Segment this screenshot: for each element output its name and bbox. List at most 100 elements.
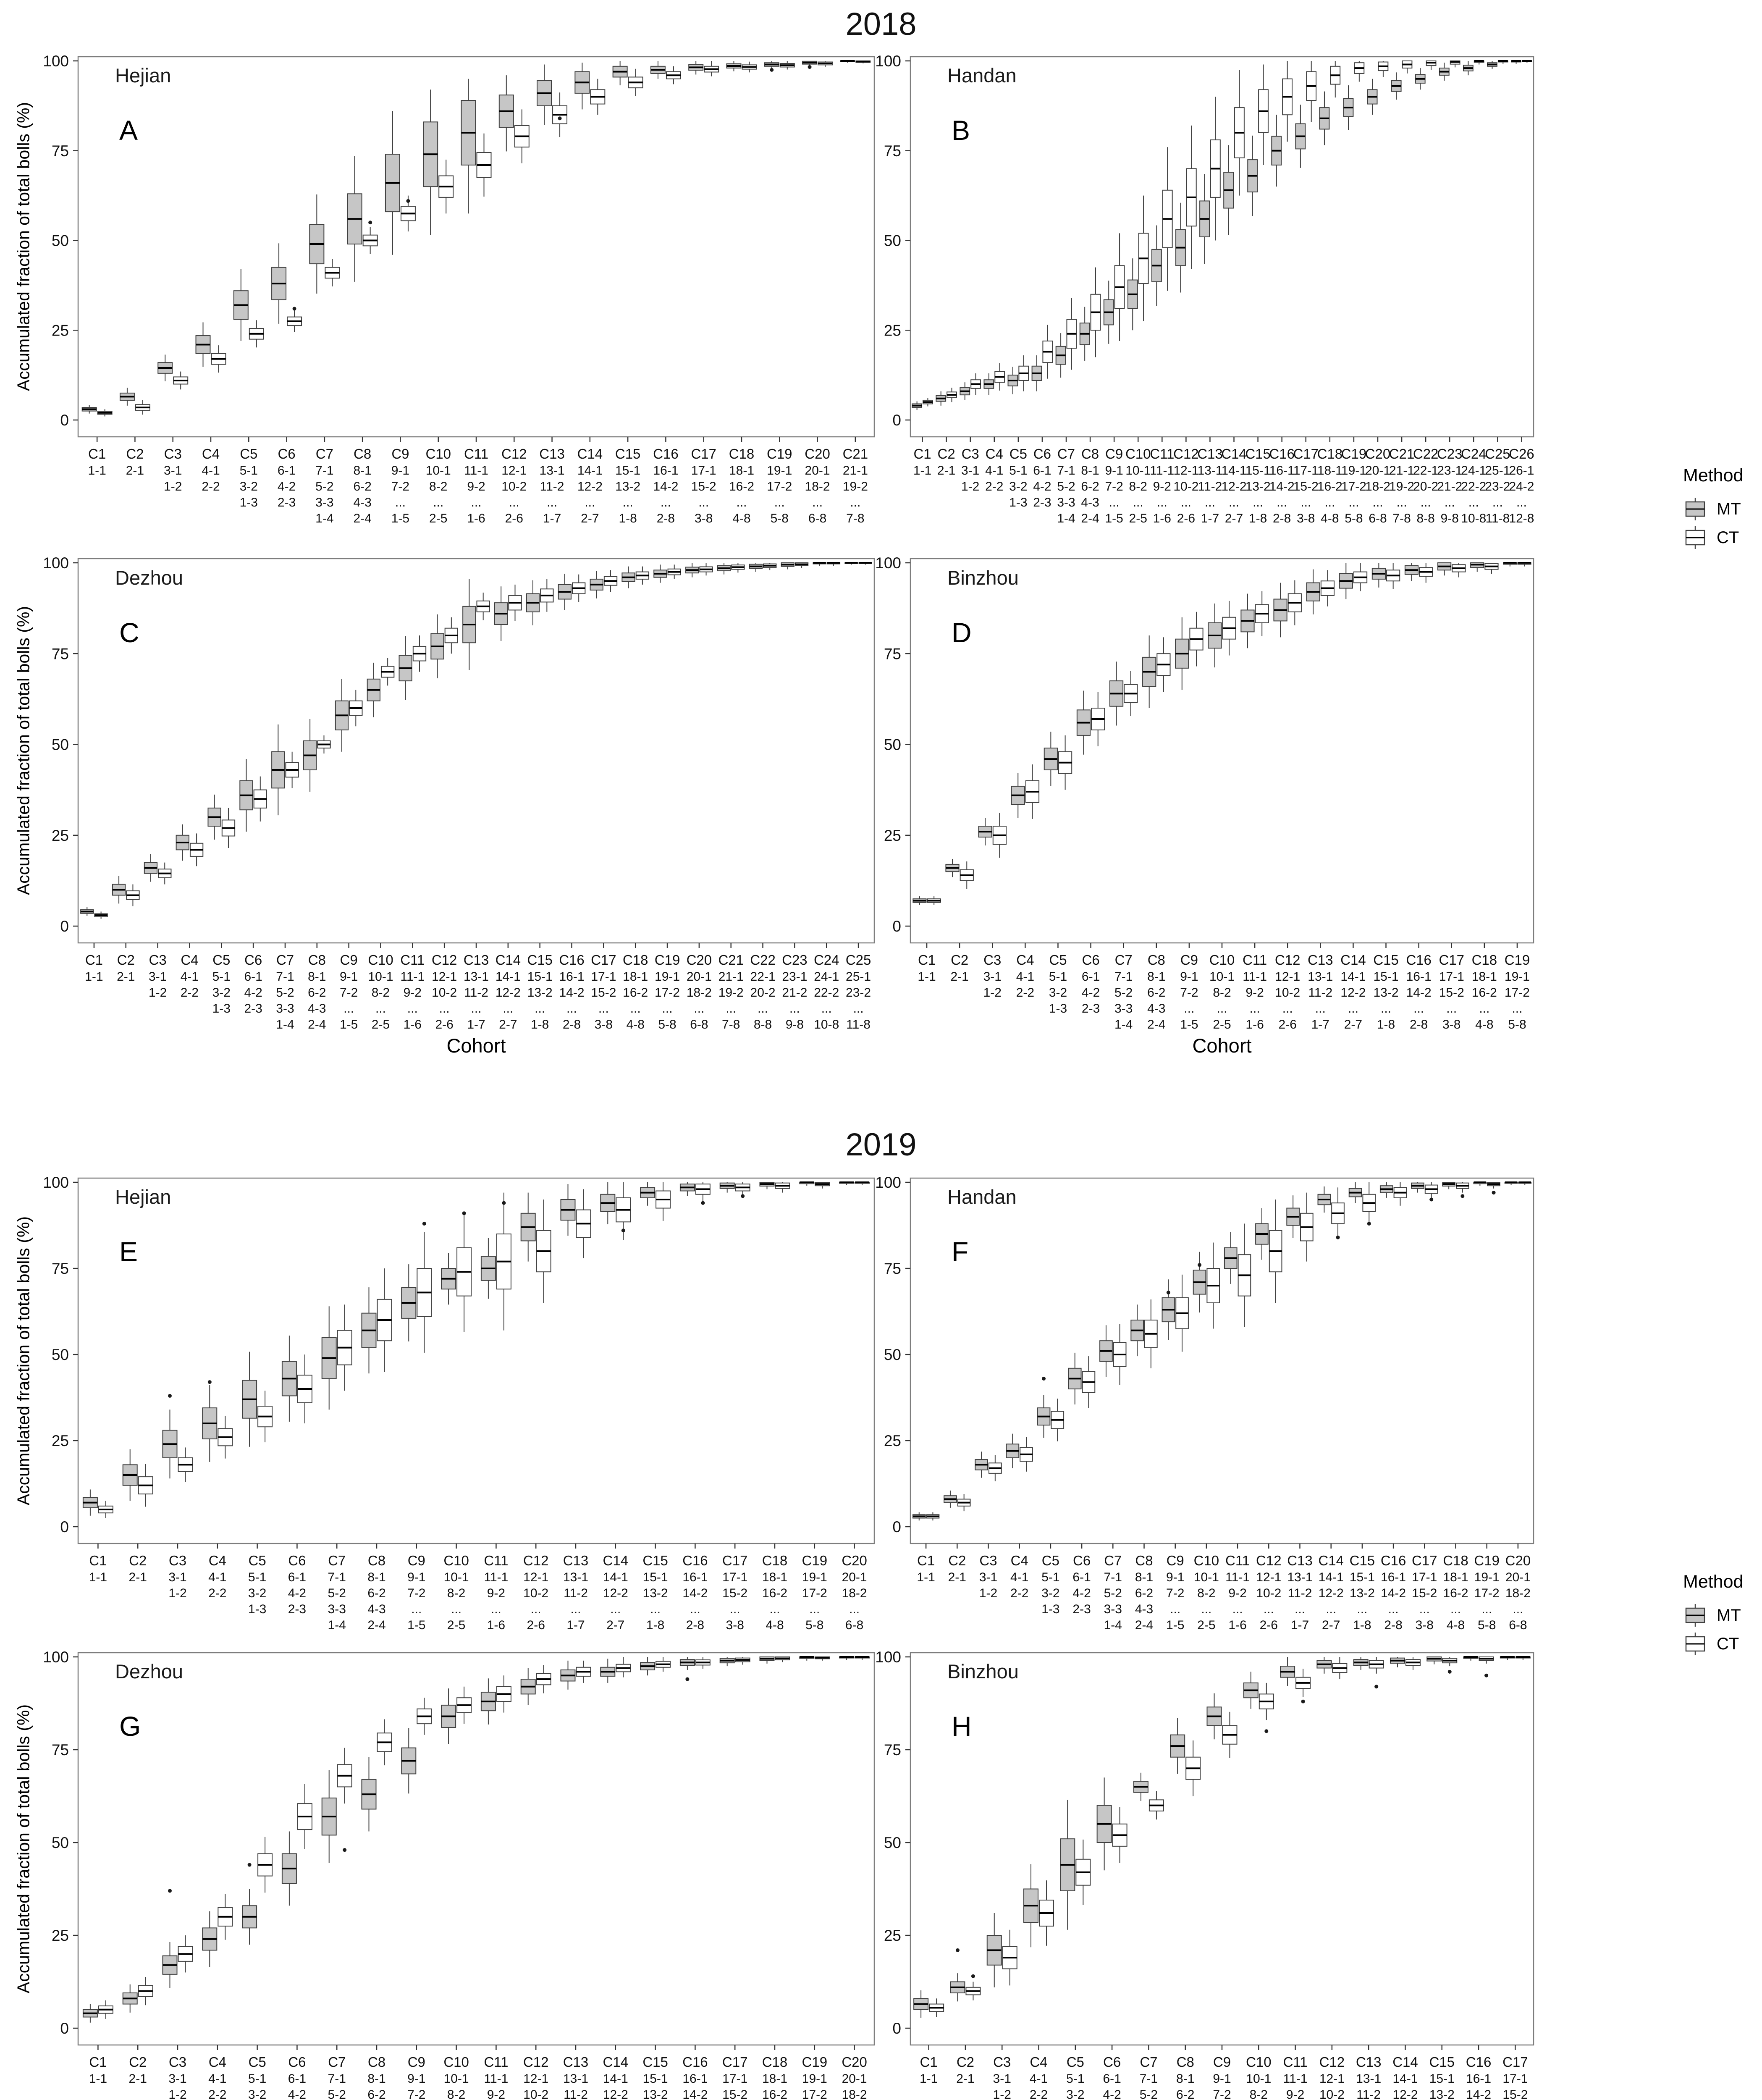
svg-text:2-8: 2-8 [657,512,675,525]
svg-text:C17: C17 [722,2054,748,2070]
box-ct [1238,1223,1251,1327]
box-ct [1186,125,1197,269]
svg-text:17-2: 17-2 [1474,1586,1500,1600]
svg-text:...: ... [1516,496,1527,509]
svg-text:C5: C5 [249,1553,266,1568]
svg-text:9-1: 9-1 [1166,1570,1184,1584]
svg-text:1-7: 1-7 [1311,1018,1329,1032]
svg-text:5-1: 5-1 [1041,1570,1059,1584]
box-ct [1091,692,1105,746]
svg-text:...: ... [809,1602,820,1616]
svg-text:2-1: 2-1 [950,970,968,984]
svg-text:...: ... [812,496,823,509]
svg-text:...: ... [1170,1602,1180,1616]
box-mt [1109,662,1124,726]
box-mt [526,580,540,625]
svg-text:C17: C17 [1439,952,1464,968]
box-ct [735,1182,750,1196]
svg-text:5-8: 5-8 [805,1618,823,1632]
box-mt [1208,603,1222,668]
svg-text:4-1: 4-1 [1010,1570,1028,1584]
x-axis-label-2018-right: Cohort [1192,1034,1252,1057]
box-mt [520,1668,536,1705]
svg-text:7-1: 7-1 [1114,970,1133,984]
svg-text:C15: C15 [1373,952,1399,968]
box-mt [309,194,325,294]
svg-text:...: ... [853,1002,864,1016]
svg-text:4-2: 4-2 [1103,2088,1121,2100]
svg-text:13-2: 13-2 [1374,986,1399,1000]
svg-text:6-2: 6-2 [367,2088,385,2100]
legend-label-mt: MT [1717,1606,1741,1625]
outlier-point [621,1228,625,1233]
box-mt [82,2004,98,2023]
svg-text:C19: C19 [1505,952,1530,968]
svg-text:11-1: 11-1 [1225,1570,1250,1584]
svg-text:4-2: 4-2 [1033,480,1051,494]
svg-text:4-3: 4-3 [367,1602,385,1616]
legend-method-2018: Method MT CT [1683,465,1762,554]
svg-text:C18: C18 [729,446,755,462]
svg-text:50: 50 [884,1834,901,1851]
svg-text:1-2: 1-2 [164,480,182,494]
box-mt [975,1452,989,1478]
box-mt [1223,145,1234,235]
box-ct [1113,1324,1127,1385]
svg-text:3-8: 3-8 [1297,512,1315,525]
box-ct [576,1660,591,1683]
svg-text:12-1: 12-1 [1173,464,1198,478]
legend-item-ct: CT [1683,1632,1762,1656]
box-ct [628,68,643,96]
svg-text:18-1: 18-1 [1317,464,1342,478]
svg-text:0: 0 [892,1518,901,1536]
svg-text:2-7: 2-7 [1344,1018,1362,1032]
svg-text:3-2: 3-2 [240,480,258,494]
svg-text:17-2: 17-2 [802,2088,827,2100]
svg-text:13-2: 13-2 [643,2088,668,2100]
outlier-point [1484,1673,1489,1677]
svg-text:C10: C10 [1125,446,1151,462]
svg-text:2-7: 2-7 [1225,512,1243,525]
svg-text:19-1: 19-1 [802,2072,827,2086]
svg-text:100: 100 [43,52,69,70]
svg-text:19-2: 19-2 [843,480,868,494]
svg-text:...: ... [1315,1002,1326,1016]
svg-text:C9: C9 [1105,446,1123,462]
svg-text:...: ... [1450,1602,1461,1616]
box-ct [1306,61,1317,122]
box-mt [1273,583,1287,638]
svg-text:C15: C15 [1350,1553,1375,1568]
box-ct [1320,570,1335,606]
box-mt [122,1984,138,2013]
svg-text:...: ... [758,1002,768,1016]
panel-a-location: Hejian [115,64,171,87]
svg-text:C1: C1 [89,2054,107,2070]
outlier-point [247,1863,252,1867]
svg-text:22-1: 22-1 [1413,464,1438,478]
svg-text:C8: C8 [308,952,326,968]
svg-text:8-2: 8-2 [1197,1586,1215,1600]
svg-text:5-2: 5-2 [1140,2088,1158,2100]
box-ct [1402,60,1413,74]
box-ct [173,371,189,390]
box-ct [1156,637,1171,692]
box-mt [944,1490,957,1508]
svg-text:6-1: 6-1 [278,464,296,478]
svg-text:C6: C6 [1073,1553,1091,1568]
box-mt [335,679,349,752]
svg-text:17-1: 17-1 [1439,970,1464,984]
svg-text:2-2: 2-2 [181,986,199,1000]
svg-text:18-2: 18-2 [842,2088,867,2100]
svg-text:C20: C20 [1505,1553,1531,1568]
svg-text:C13: C13 [1197,446,1223,462]
svg-text:21-2: 21-2 [782,986,807,1000]
svg-text:2-3: 2-3 [1072,1602,1091,1616]
svg-text:7-1: 7-1 [276,970,294,984]
svg-text:75: 75 [884,645,901,662]
box-ct [400,195,416,232]
svg-text:18-1: 18-1 [1472,970,1497,984]
svg-text:1-1: 1-1 [913,464,931,478]
box-ct [794,562,809,568]
panel-G: 0 25 50 75 100 C1 1-1 C2 2-1 C3 3-1 1-2 C4 4-1 2-2 C5 5-… [43,1648,875,2100]
box-ct [1222,1712,1238,1758]
